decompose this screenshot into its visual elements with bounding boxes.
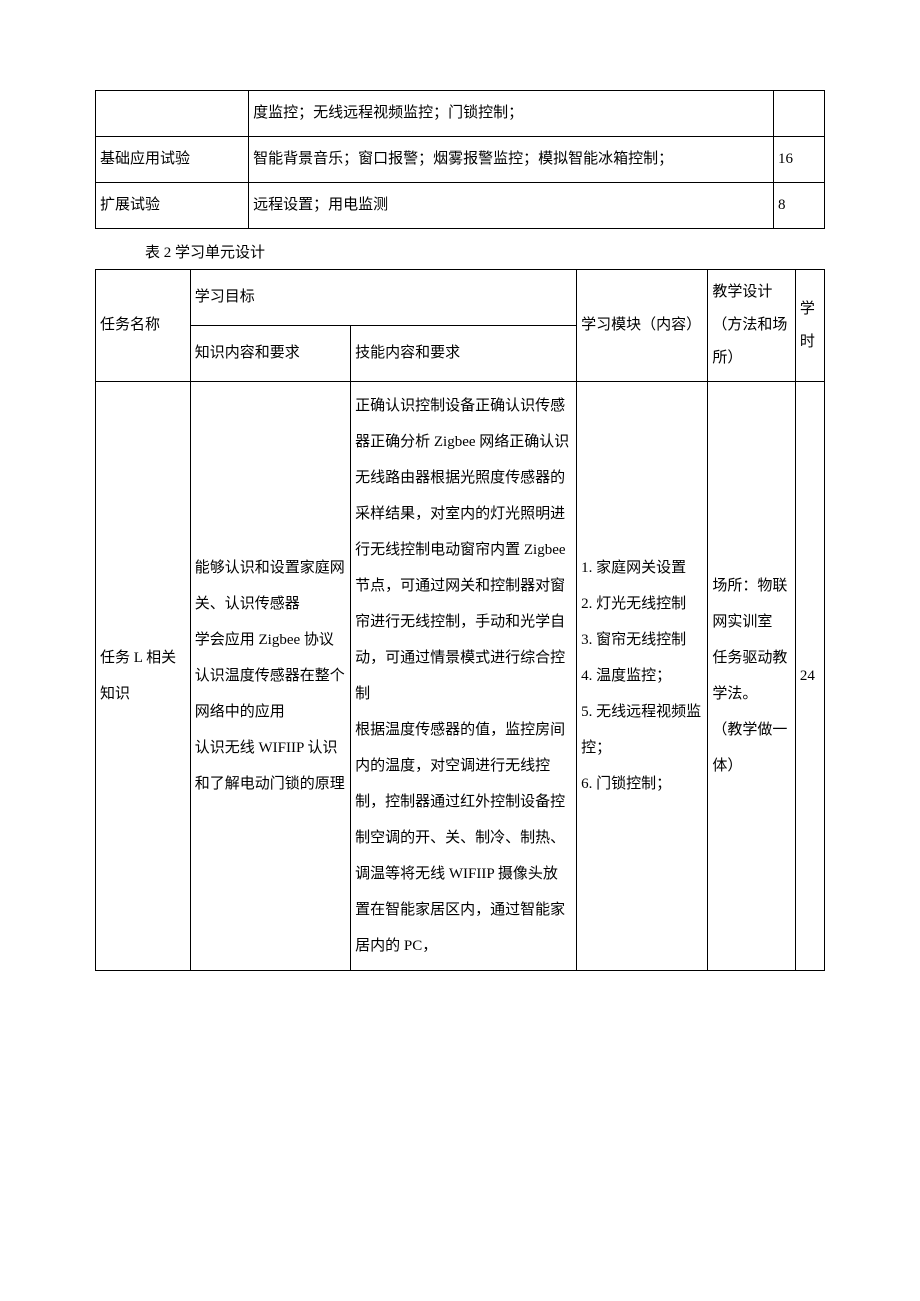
table2-caption: 表 2 学习单元设计	[95, 237, 825, 269]
header-module: 学习模块（内容）	[577, 270, 708, 382]
hours-cell: 24	[795, 382, 824, 971]
content-cell: 远程设置；用电监测	[249, 183, 774, 229]
data-row: 任务 L 相关知识 能够认识和设置家庭网关、认识传感器学会应用 Zigbee 协…	[96, 382, 825, 971]
header-task-name: 任务名称	[96, 270, 191, 382]
table-row: 度监控；无线远程视频监控；门锁控制；	[96, 91, 825, 137]
module-cell: 1. 家庭网关设置2. 灯光无线控制3. 窗帘无线控制4. 温度监控；5. 无线…	[577, 382, 708, 971]
table-row: 扩展试验 远程设置；用电监测 8	[96, 183, 825, 229]
category-cell: 基础应用试验	[96, 137, 249, 183]
hours-cell: 8	[773, 183, 824, 229]
table-row: 基础应用试验 智能背景音乐；窗口报警；烟雾报警监控；模拟智能冰箱控制； 16	[96, 137, 825, 183]
learning-unit-design-table: 任务名称 学习目标 学习模块（内容） 教学设计（方法和场所） 学时 知识内容和要…	[95, 269, 825, 971]
knowledge-cell: 能够认识和设置家庭网关、认识传感器学会应用 Zigbee 协议认识温度传感器在整…	[190, 382, 350, 971]
category-cell	[96, 91, 249, 137]
header-learning-goal: 学习目标	[190, 270, 576, 326]
header-hours: 学时	[795, 270, 824, 382]
task-name-cell: 任务 L 相关知识	[96, 382, 191, 971]
hours-cell	[773, 91, 824, 137]
design-cell: 场所：物联网实训室任务驱动教学法。（教学做一体）	[708, 382, 795, 971]
content-cell: 度监控；无线远程视频监控；门锁控制；	[249, 91, 774, 137]
header-design: 教学设计（方法和场所）	[708, 270, 795, 382]
category-cell: 扩展试验	[96, 183, 249, 229]
content-cell: 智能背景音乐；窗口报警；烟雾报警监控；模拟智能冰箱控制；	[249, 137, 774, 183]
header-row-1: 任务名称 学习目标 学习模块（内容） 教学设计（方法和场所） 学时	[96, 270, 825, 326]
hours-cell: 16	[773, 137, 824, 183]
header-skill: 技能内容和要求	[351, 326, 577, 382]
header-knowledge: 知识内容和要求	[190, 326, 350, 382]
skill-cell: 正确认识控制设备正确认识传感器正确分析 Zigbee 网络正确认识无线路由器根据…	[351, 382, 577, 971]
course-hours-table: 度监控；无线远程视频监控；门锁控制； 基础应用试验 智能背景音乐；窗口报警；烟雾…	[95, 90, 825, 229]
